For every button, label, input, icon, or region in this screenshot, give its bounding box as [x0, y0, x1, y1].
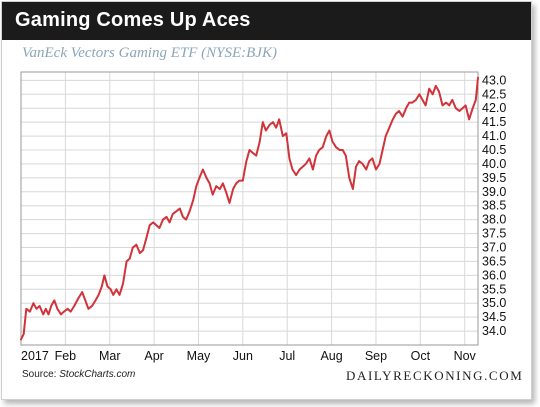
- y-tick-label: 38.0: [482, 213, 506, 227]
- y-tick-label: 41.0: [482, 129, 506, 143]
- x-tick-label: Mar: [99, 349, 121, 363]
- y-tick-label: 39.0: [482, 185, 506, 199]
- x-tick-label: 2017: [21, 349, 49, 363]
- x-tick-label: Sep: [365, 349, 387, 363]
- y-tick-label: 35.5: [482, 282, 506, 296]
- chart-title: Gaming Comes Up Aces: [15, 9, 251, 31]
- y-tick-label: 37.5: [482, 227, 506, 241]
- plot-frame: [20, 71, 479, 346]
- x-tick-label: Jun: [233, 349, 253, 363]
- source-name: StockCharts.com: [59, 369, 136, 380]
- y-tick-label: 41.5: [482, 115, 506, 129]
- y-tick-label: 40.5: [482, 143, 506, 157]
- y-tick-label: 34.5: [482, 310, 506, 324]
- brand-watermark: DAILYRECKONING.COM: [346, 368, 524, 383]
- y-tick-label: 39.5: [482, 171, 506, 185]
- series-line: [20, 76, 479, 341]
- y-tick-label: 38.5: [482, 199, 506, 213]
- chart-card: Gaming Comes Up Aces VanEck Vectors Gami…: [1, 1, 532, 400]
- source-label: Source:: [22, 369, 60, 380]
- y-tick-label: 36.5: [482, 254, 506, 268]
- x-tick-label: Apr: [144, 349, 163, 363]
- y-tick-label: 42.0: [482, 101, 506, 115]
- x-tick-label: Aug: [320, 349, 342, 363]
- x-tick-label: Jul: [279, 349, 295, 363]
- x-tick-label: Nov: [454, 349, 477, 363]
- y-tick-label: 34.0: [482, 324, 506, 338]
- x-tick-label: Oct: [411, 349, 431, 363]
- y-tick-label: 35.0: [482, 296, 506, 310]
- x-tick-label: May: [187, 349, 211, 363]
- x-tick-label: Feb: [55, 349, 77, 363]
- y-tick-label: 37.0: [482, 241, 506, 255]
- source-note: Source: StockCharts.com: [22, 369, 135, 380]
- y-tick-label: 36.0: [482, 268, 506, 282]
- y-tick-label: 40.0: [482, 157, 506, 171]
- title-banner: Gaming Comes Up Aces: [2, 2, 531, 40]
- line-chart: 34.034.535.035.536.036.537.037.538.038.5…: [20, 71, 506, 363]
- y-tick-label: 43.0: [482, 73, 506, 87]
- y-tick-label: 42.5: [482, 87, 506, 101]
- chart-subtitle: VanEck Vectors Gaming ETF (NYSE:BJK): [22, 45, 277, 61]
